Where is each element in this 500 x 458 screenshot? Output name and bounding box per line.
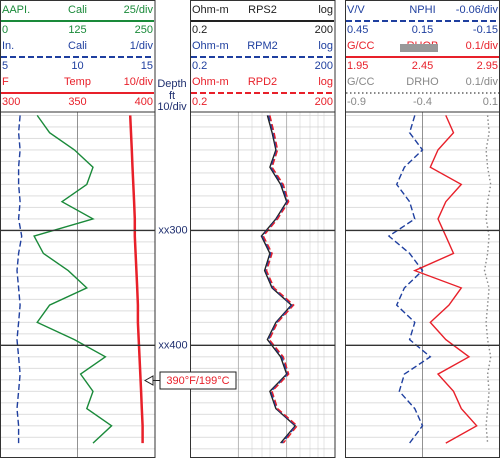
x-tick-label: 10: [71, 60, 83, 72]
curve-scale: 0.1/div: [466, 76, 499, 88]
x-tick-label: 0.2: [192, 60, 207, 72]
x-tick-label: 0: [2, 24, 8, 36]
curve-unit: AAPI.: [2, 4, 30, 16]
curve-scale: 0.1/div: [466, 40, 499, 52]
x-tick-label: -0.15: [473, 24, 498, 36]
curve-unit: Ohm-m: [192, 4, 229, 16]
depth-tick-label: xx400: [158, 339, 187, 351]
annotation-text: 390°F/199°C: [166, 375, 229, 387]
curve-scale: 10/div: [124, 76, 154, 88]
x-tick-label: -0.9: [347, 96, 366, 108]
curve-name: Temp: [64, 76, 91, 88]
x-tick-label: 0.15: [412, 24, 433, 36]
grid-background: [0, 112, 500, 458]
curve-unit: Ohm-m: [192, 76, 229, 88]
x-tick-label: 300: [2, 96, 20, 108]
annotation: 390°F/199°C: [143, 371, 237, 390]
x-tick-label: -0.4: [413, 96, 432, 108]
x-tick-label: 0.45: [347, 24, 368, 36]
log-curve: [16, 115, 23, 444]
log-curve: [262, 115, 299, 444]
curve-name: RPD2: [248, 76, 277, 88]
log-curve: [33, 114, 113, 444]
curve-unit: F: [2, 76, 9, 88]
depth-scale: 10/div: [157, 101, 187, 113]
x-tick-label: 350: [68, 96, 86, 108]
log-curve: [483, 115, 492, 444]
x-tick-label: 200: [315, 24, 333, 36]
curve-unit: In.: [2, 40, 14, 52]
curve-name: NPHI: [409, 4, 435, 16]
log-curve: [412, 115, 478, 444]
log-curve: [128, 115, 144, 444]
curve-name: Cali: [68, 4, 87, 16]
x-tick-label: 250: [135, 24, 153, 36]
curve-scale: log: [318, 76, 333, 88]
curve-scale: -0.06/div: [456, 4, 499, 16]
x-tick-label: 125: [68, 24, 86, 36]
x-tick-label: 0.1: [483, 96, 498, 108]
curve-unit: V/V: [347, 4, 365, 16]
curve-unit: G/CC: [347, 40, 375, 52]
curve-name: RPM2: [247, 40, 278, 52]
curve-scale: log: [318, 4, 333, 16]
x-tick-label: 0.2: [192, 24, 207, 36]
log-curve: [387, 115, 432, 444]
curve-scale: log: [318, 40, 333, 52]
log-curve: [261, 115, 297, 444]
x-tick-label: 200: [315, 96, 333, 108]
curve-name: RPS2: [248, 4, 277, 16]
x-tick-label: 2.95: [477, 60, 498, 72]
x-tick-label: 2.45: [412, 60, 433, 72]
x-tick-label: 5: [2, 60, 8, 72]
curve-scale: 1/div: [130, 40, 154, 52]
rhob-fill-swatch: [400, 44, 438, 52]
log-curve: [260, 115, 297, 444]
depth-label: Depth: [157, 78, 186, 90]
depth-unit: ft: [169, 90, 175, 102]
x-tick-label: 0.2: [192, 96, 207, 108]
depth-tick-label: xx300: [158, 224, 187, 236]
curve-name: Cali: [68, 40, 87, 52]
curve-unit: G/CC: [347, 76, 375, 88]
x-tick-label: 1.95: [347, 60, 368, 72]
curve-name: DRHO: [406, 76, 439, 88]
curve-scale: 25/div: [124, 4, 154, 16]
x-tick-label: 200: [315, 60, 333, 72]
x-tick-label: 400: [135, 96, 153, 108]
curve-unit: Ohm-m: [192, 40, 229, 52]
x-tick-label: 15: [141, 60, 153, 72]
